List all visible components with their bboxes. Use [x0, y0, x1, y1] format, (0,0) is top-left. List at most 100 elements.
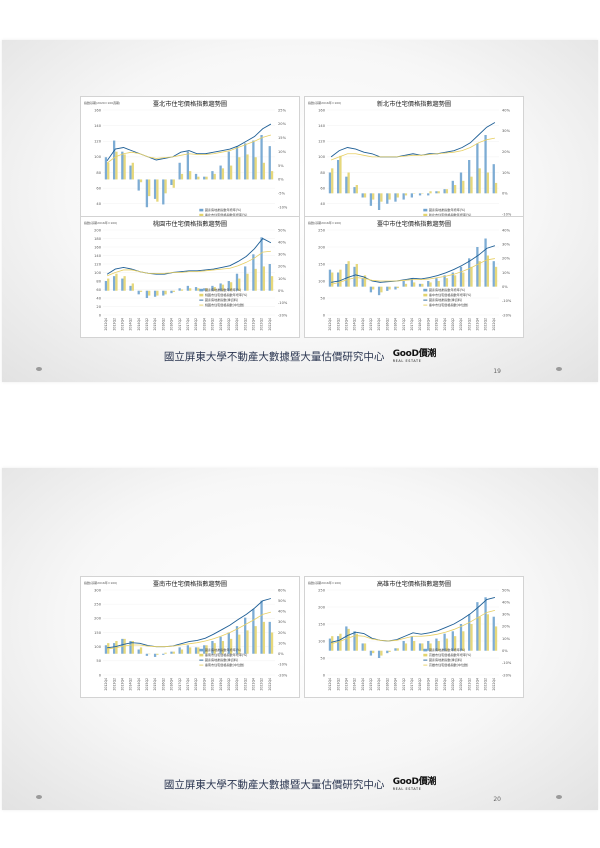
legend-entry: 國泰房地產指數年增率(%)	[205, 287, 241, 292]
x-tick-label: 2014Q2	[129, 318, 133, 331]
y-tick-label: 100	[94, 155, 102, 159]
x-tick-label: 2016Q4	[394, 678, 398, 691]
bar	[211, 171, 214, 180]
bar	[388, 286, 391, 290]
bar	[388, 650, 391, 652]
bar	[189, 647, 192, 654]
bar	[429, 643, 432, 651]
x-tick-label: 2018Q4	[202, 318, 206, 331]
bar	[353, 631, 356, 651]
bar	[347, 628, 350, 651]
bar	[331, 272, 334, 287]
bar	[380, 193, 383, 202]
bar	[410, 278, 413, 287]
bar	[355, 633, 358, 651]
x-tick-label: 2016Q2	[385, 678, 389, 691]
bar	[453, 636, 457, 651]
bar	[453, 185, 457, 194]
y-tick-label: 300	[94, 588, 102, 592]
bar	[205, 176, 208, 180]
bar	[244, 143, 247, 180]
bar	[336, 160, 340, 194]
bar	[131, 162, 134, 180]
y2-tick-label: -5%	[278, 192, 286, 196]
bar	[470, 176, 473, 194]
x-tick-label: 2014Q4	[361, 318, 365, 331]
bar	[484, 238, 487, 287]
bar	[418, 193, 422, 196]
legend-entry: 國泰房地產指數年增率(%)	[205, 647, 241, 652]
bar	[139, 179, 143, 183]
bar	[427, 193, 430, 196]
legend-entry: 國泰房地產指數(季資料)	[429, 657, 462, 662]
y-tick-label: 100	[94, 645, 102, 649]
bar	[478, 616, 481, 651]
bar	[377, 286, 381, 296]
bar	[129, 285, 132, 291]
bar	[369, 193, 373, 206]
x-tick-label: 2017Q2	[178, 318, 182, 331]
bar	[172, 179, 175, 188]
legend-entry: 國泰房地產指數年增率(%)	[205, 207, 241, 212]
bar	[219, 165, 222, 180]
bar	[170, 290, 173, 294]
bar	[238, 157, 241, 180]
y2-tick-label: 20%	[278, 265, 287, 269]
series-line	[330, 122, 496, 158]
legend-entry: 新北市住宅價格指數年增率(%)	[429, 212, 471, 217]
x-tick-label: 2013Q2	[336, 678, 340, 691]
y-tick-label: 150	[94, 631, 102, 635]
y2-tick-label: 40%	[278, 610, 287, 614]
bar	[486, 255, 490, 287]
bar	[189, 288, 192, 291]
bar	[470, 266, 473, 287]
bar	[345, 176, 348, 194]
bar	[197, 647, 200, 654]
bar	[462, 272, 465, 287]
bar	[435, 638, 438, 651]
bar	[115, 151, 118, 180]
series-line	[330, 137, 495, 161]
bar	[180, 289, 184, 291]
bar	[347, 172, 350, 194]
bar	[270, 171, 274, 180]
bar	[129, 641, 132, 654]
bar	[336, 636, 340, 651]
legend-swatch	[423, 293, 428, 297]
bar	[386, 193, 389, 204]
y2-tick-label: 30%	[278, 253, 287, 257]
bar	[361, 643, 364, 651]
series-line	[331, 610, 495, 645]
bar	[394, 648, 397, 651]
legend-swatch	[199, 648, 204, 652]
y2-tick-label: 10%	[278, 277, 287, 281]
legend-swatch	[423, 213, 428, 217]
bar	[238, 278, 241, 291]
bar	[246, 630, 249, 654]
bar	[462, 631, 465, 651]
legend-entry: 臺中市住宅價格指數(中位數)	[429, 302, 469, 307]
bar	[353, 187, 356, 194]
y2-tick-label: 40%	[502, 600, 511, 604]
bar	[164, 290, 167, 295]
y2-tick-label: 40%	[502, 108, 511, 112]
bar	[252, 254, 255, 291]
y2-tick-label: 10%	[278, 641, 287, 645]
x-tick-label: 2019Q4	[443, 318, 447, 331]
bar	[145, 179, 149, 208]
bar	[203, 288, 206, 291]
x-tick-label: 2012Q4	[104, 318, 108, 331]
y-tick-label: 80	[96, 279, 101, 283]
legend-entry: 國泰房地產指數(季資料)	[205, 657, 238, 662]
x-tick-label: 2016Q2	[161, 678, 165, 691]
series-line	[106, 134, 272, 164]
bar	[131, 283, 134, 291]
x-tick-label: 2019Q4	[219, 678, 223, 691]
y2-tick-label: 50%	[502, 588, 511, 592]
bar	[178, 288, 181, 291]
bar	[227, 281, 230, 291]
bar	[462, 180, 465, 194]
y-tick-label: 200	[318, 245, 326, 249]
x-tick-label: 2021Q4	[252, 318, 256, 331]
y2-tick-label: 0%	[278, 289, 284, 293]
